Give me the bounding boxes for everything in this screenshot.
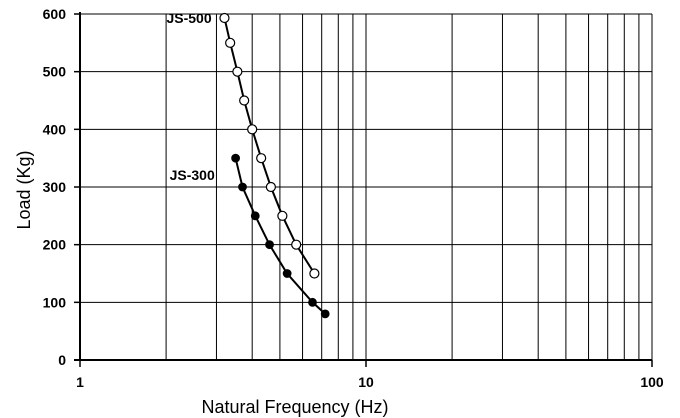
y-tick-label: 100 xyxy=(43,294,67,310)
data-point xyxy=(291,239,302,250)
series-line xyxy=(223,17,316,275)
data-point xyxy=(308,297,317,307)
data-point xyxy=(247,124,258,135)
data-point xyxy=(265,240,274,250)
tick-labels: 0 100 200 300 400 500 600 1 10 100 xyxy=(43,6,664,390)
grid xyxy=(80,13,653,360)
x-tick-label: 10 xyxy=(358,374,374,390)
data-point xyxy=(238,182,247,192)
y-tick-label: 300 xyxy=(43,179,67,195)
data-point xyxy=(250,211,260,221)
x-axis-title: Natural Frequency (Hz) xyxy=(201,397,388,417)
data-point xyxy=(225,37,236,48)
series-js-300: JS-300 xyxy=(170,153,330,319)
series-js-500: JS-500 xyxy=(166,10,320,279)
data-point xyxy=(239,95,250,106)
y-tick-label: 500 xyxy=(43,64,67,80)
y-tick-label: 600 xyxy=(43,6,67,22)
y-tick-label: 400 xyxy=(43,121,67,137)
data-point xyxy=(232,66,243,77)
series: JS-500 JS-300 xyxy=(166,10,330,319)
data-point xyxy=(309,268,320,279)
data-point xyxy=(219,12,230,24)
y-tick-label: 200 xyxy=(43,237,67,253)
axes xyxy=(74,12,653,367)
data-point xyxy=(282,269,292,278)
data-point xyxy=(231,153,241,163)
data-point xyxy=(277,210,288,221)
y-axis-title: Load (Kg) xyxy=(14,150,34,229)
series-label: JS-300 xyxy=(170,167,215,183)
data-point xyxy=(265,181,276,193)
x-tick-label: 100 xyxy=(640,374,664,390)
y-tick-label: 0 xyxy=(58,352,66,368)
x-tick-label: 1 xyxy=(76,374,84,390)
data-point xyxy=(256,153,267,164)
series-label: JS-500 xyxy=(166,10,211,26)
data-point xyxy=(320,309,330,319)
